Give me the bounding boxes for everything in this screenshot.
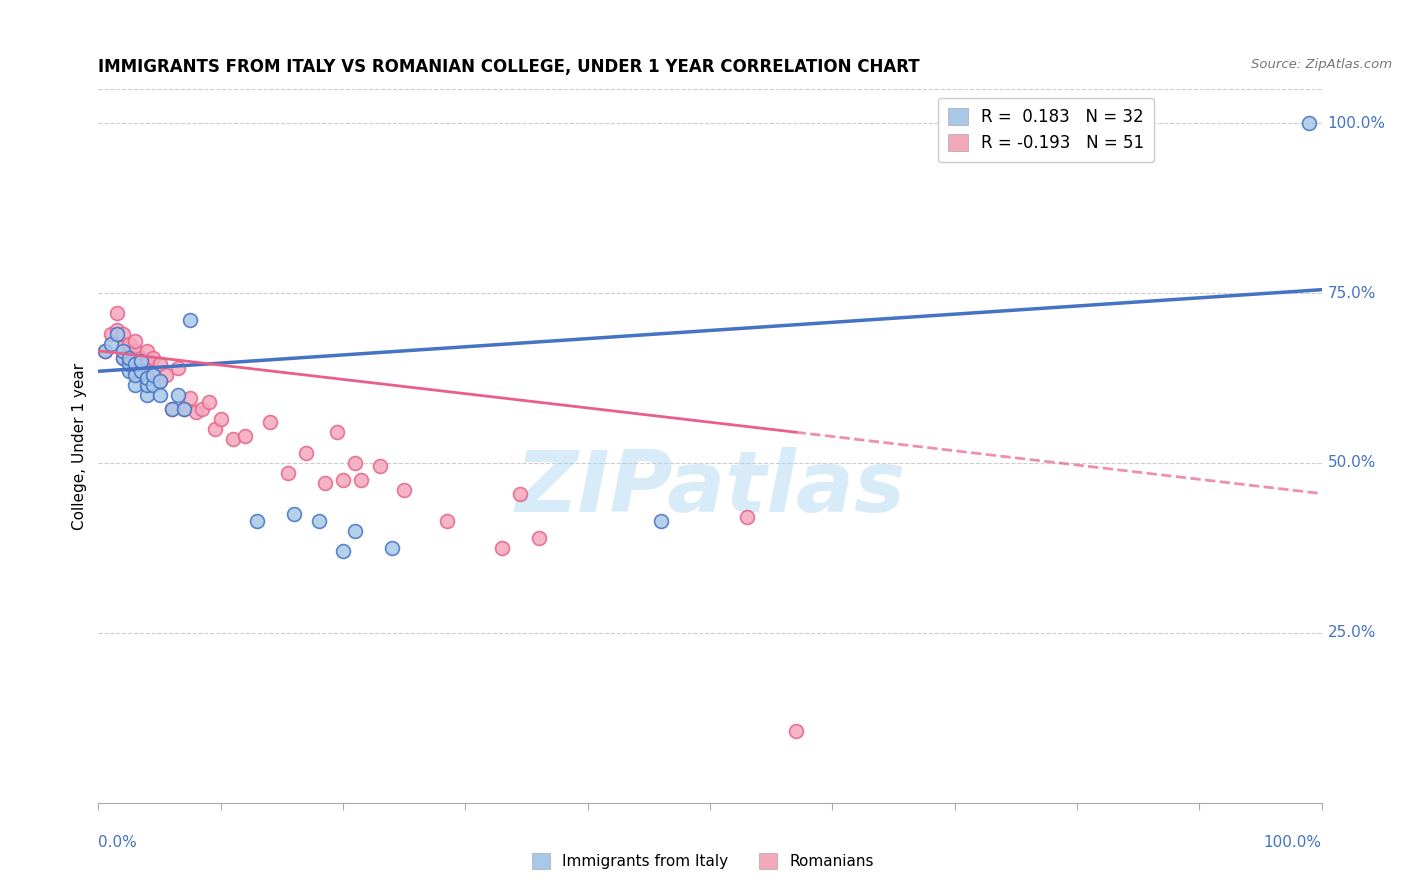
Point	[197, 394, 219, 409]
Point	[160, 401, 183, 416]
Point	[118, 358, 141, 372]
Point	[100, 326, 122, 341]
Point	[295, 446, 318, 460]
Text: 50.0%: 50.0%	[1327, 456, 1376, 470]
Point	[129, 360, 152, 375]
Point	[149, 388, 172, 402]
Point	[233, 429, 256, 443]
Point	[129, 351, 152, 365]
Point	[186, 405, 208, 419]
Point	[129, 364, 152, 378]
Point	[167, 388, 190, 402]
Point	[105, 323, 128, 337]
Point	[136, 358, 159, 372]
Point	[527, 531, 550, 545]
Point	[124, 354, 146, 368]
Point	[105, 306, 128, 320]
Point	[118, 351, 141, 365]
Point	[350, 473, 373, 487]
Point	[136, 368, 159, 382]
Point	[392, 483, 416, 498]
Point	[149, 375, 172, 389]
Point	[332, 544, 354, 558]
Point	[124, 358, 146, 372]
Point	[491, 541, 513, 555]
Point	[93, 343, 115, 358]
Point	[118, 337, 141, 351]
Point	[111, 343, 134, 358]
Point	[124, 334, 146, 348]
Point	[142, 368, 165, 382]
Point	[111, 351, 134, 365]
Point	[332, 473, 354, 487]
Point	[118, 364, 141, 378]
Point	[124, 364, 146, 378]
Text: 0.0%: 0.0%	[98, 835, 138, 850]
Text: 100.0%: 100.0%	[1264, 835, 1322, 850]
Point	[136, 371, 159, 385]
Point	[129, 354, 152, 368]
Point	[142, 351, 165, 365]
Point	[149, 375, 172, 389]
Point	[142, 377, 165, 392]
Point	[179, 313, 201, 327]
Text: 25.0%: 25.0%	[1327, 625, 1376, 640]
Text: ZIPatlas: ZIPatlas	[515, 447, 905, 531]
Point	[136, 377, 159, 392]
Point	[277, 466, 299, 480]
Legend: Immigrants from Italy, Romanians: Immigrants from Italy, Romanians	[526, 847, 880, 875]
Point	[179, 392, 201, 406]
Point	[105, 326, 128, 341]
Point	[118, 351, 141, 365]
Point	[173, 401, 195, 416]
Point	[173, 401, 195, 416]
Point	[283, 507, 305, 521]
Point	[149, 358, 172, 372]
Point	[735, 510, 758, 524]
Point	[124, 343, 146, 358]
Point	[344, 456, 367, 470]
Point	[136, 343, 159, 358]
Point	[785, 724, 807, 739]
Text: 100.0%: 100.0%	[1327, 116, 1386, 131]
Point	[93, 343, 115, 358]
Point	[204, 422, 226, 436]
Point	[191, 401, 214, 416]
Point	[142, 364, 165, 378]
Point	[246, 514, 269, 528]
Text: IMMIGRANTS FROM ITALY VS ROMANIAN COLLEGE, UNDER 1 YEAR CORRELATION CHART: IMMIGRANTS FROM ITALY VS ROMANIAN COLLEG…	[98, 58, 920, 76]
Point	[167, 360, 190, 375]
Point	[209, 412, 232, 426]
Point	[259, 415, 281, 429]
Point	[381, 541, 404, 555]
Point	[100, 337, 122, 351]
Point	[326, 425, 349, 440]
Y-axis label: College, Under 1 year: College, Under 1 year	[72, 362, 87, 530]
Legend: R =  0.183   N = 32, R = -0.193   N = 51: R = 0.183 N = 32, R = -0.193 N = 51	[938, 97, 1154, 162]
Point	[155, 368, 177, 382]
Point	[509, 486, 531, 500]
Point	[124, 377, 146, 392]
Point	[124, 368, 146, 382]
Point	[314, 476, 336, 491]
Point	[111, 326, 134, 341]
Point	[1298, 116, 1320, 130]
Point	[111, 341, 134, 355]
Point	[136, 388, 159, 402]
Text: Source: ZipAtlas.com: Source: ZipAtlas.com	[1251, 58, 1392, 71]
Text: 75.0%: 75.0%	[1327, 285, 1376, 301]
Point	[222, 432, 245, 446]
Point	[344, 524, 367, 538]
Point	[368, 459, 391, 474]
Point	[160, 401, 183, 416]
Point	[650, 514, 672, 528]
Point	[111, 351, 134, 365]
Point	[436, 514, 458, 528]
Point	[308, 514, 330, 528]
Point	[118, 343, 141, 358]
